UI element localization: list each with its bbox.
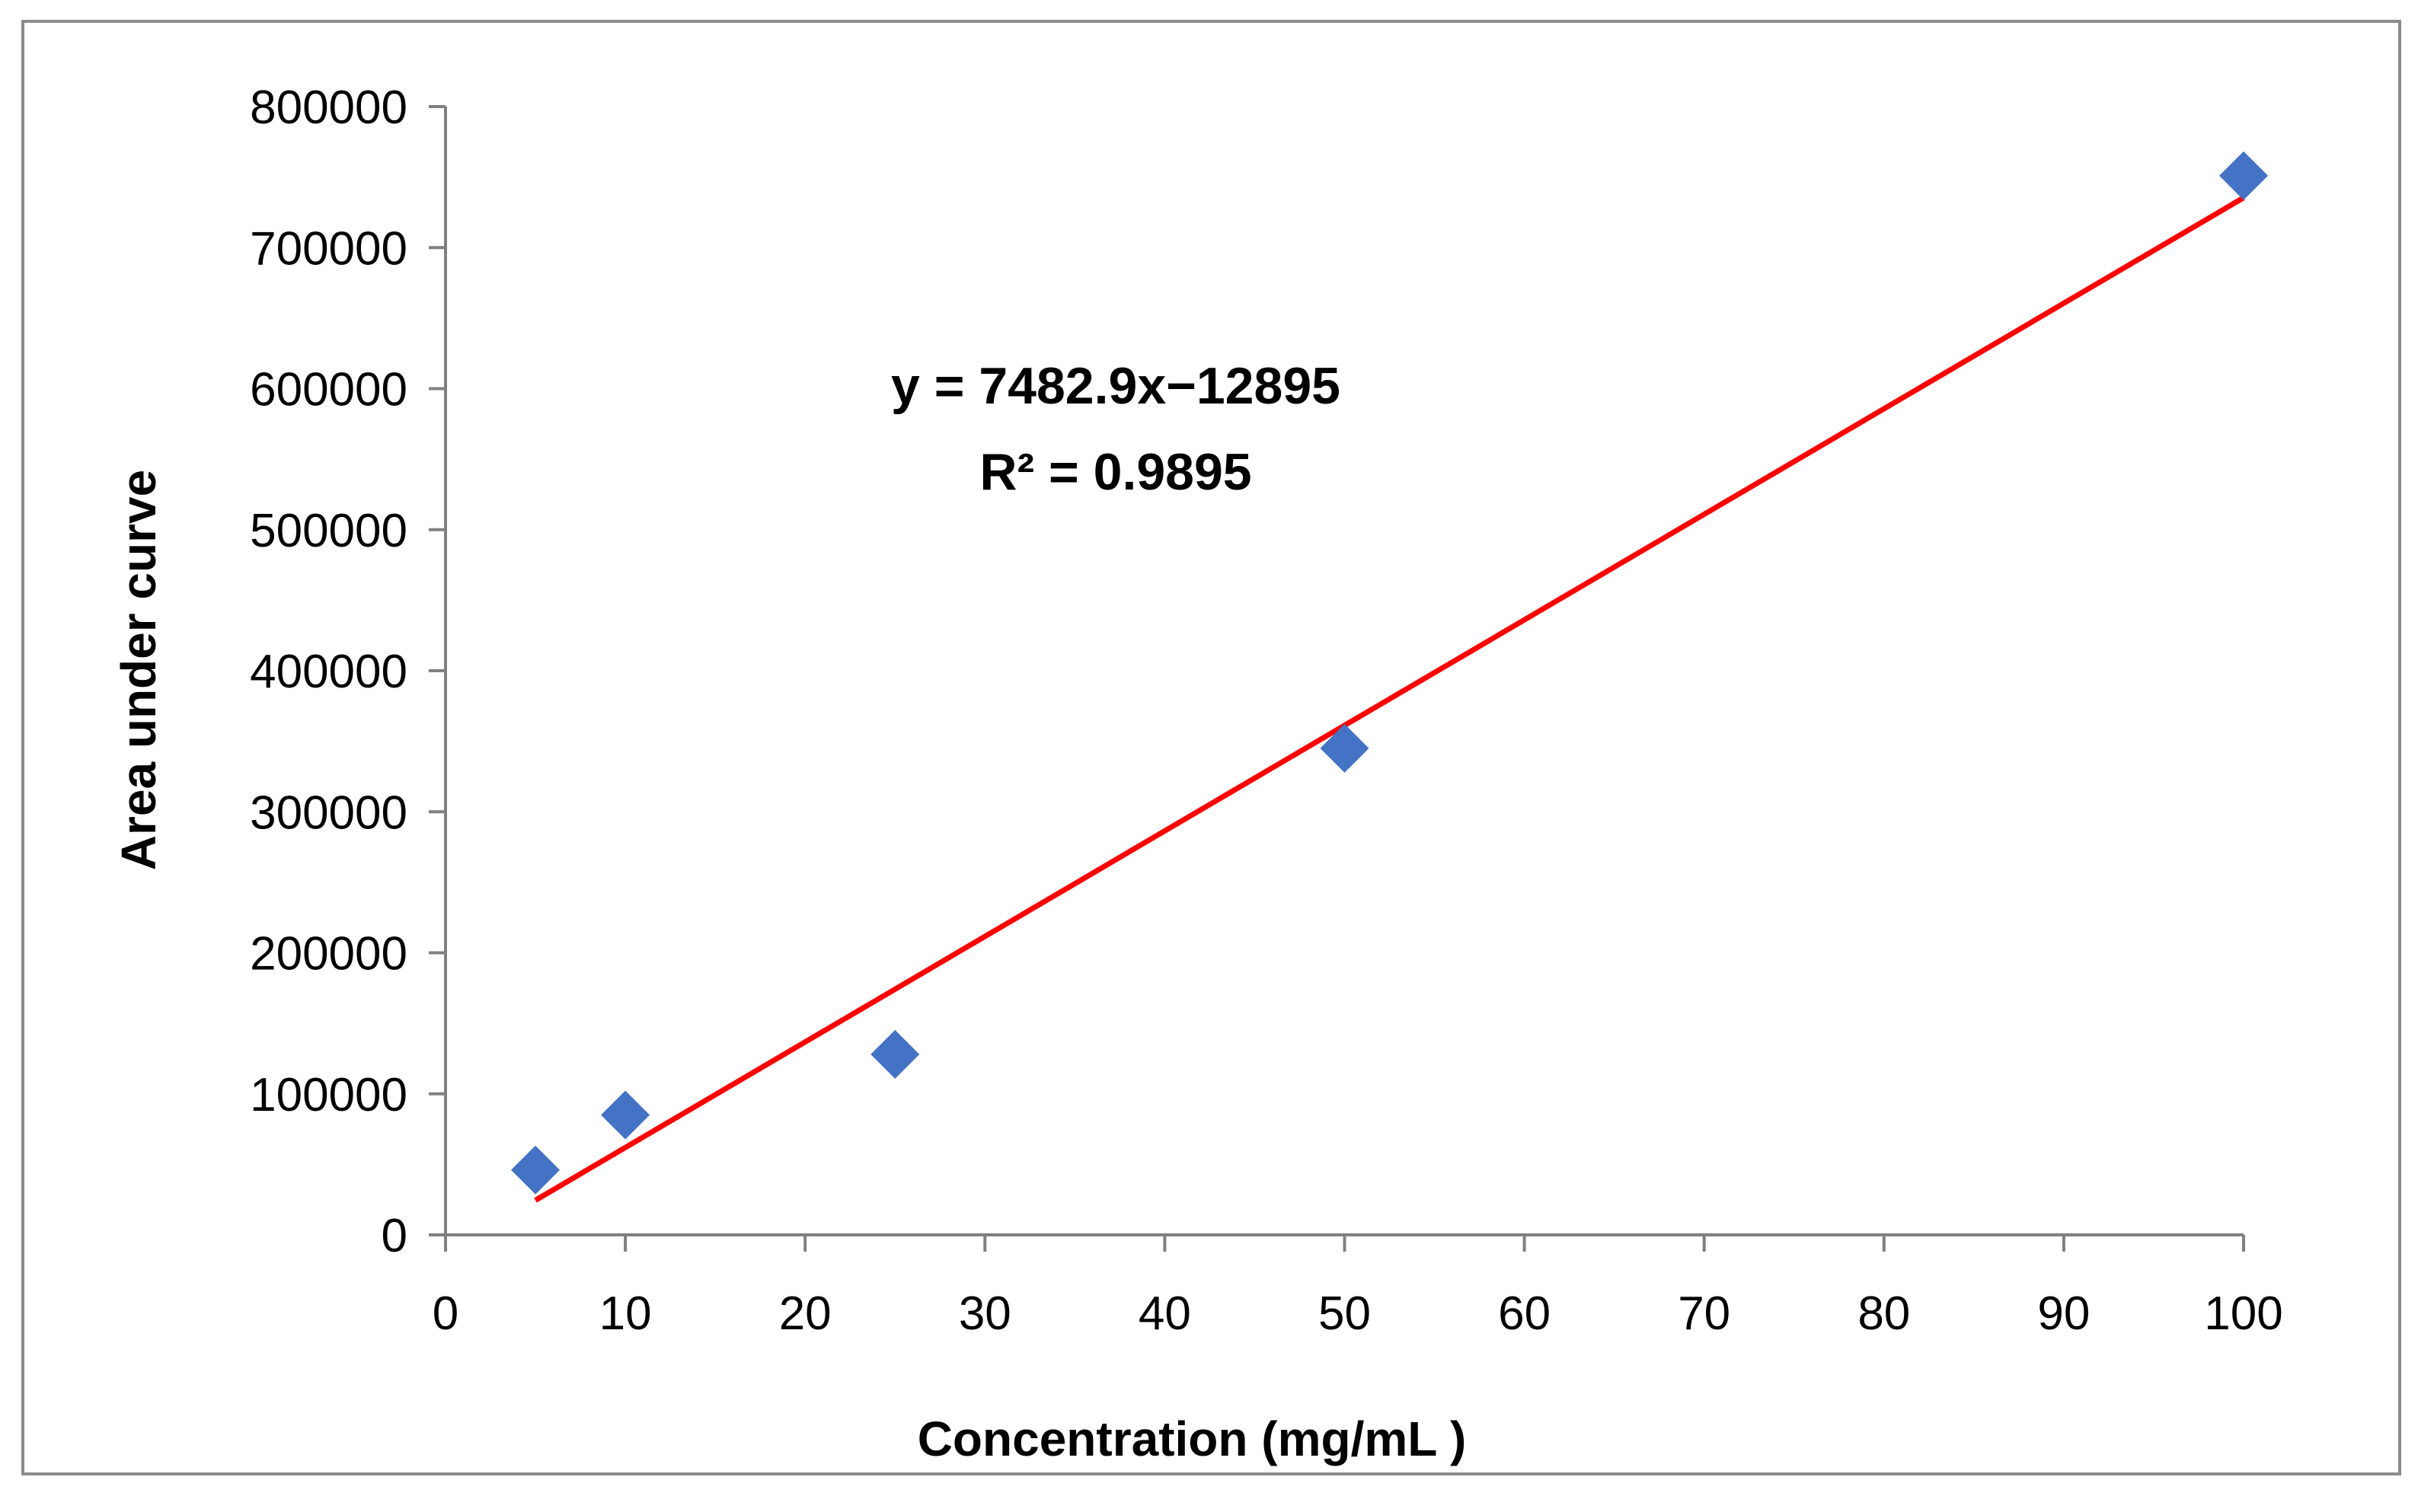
x-tick-label: 70 <box>1678 1287 1730 1340</box>
data-point-diamond <box>601 1090 650 1140</box>
data-points <box>511 151 2268 1195</box>
data-point-diamond <box>511 1145 561 1195</box>
y-axis-title: Area under curve <box>111 470 166 870</box>
x-ticks: 0 10 20 30 40 50 60 70 80 90 100 <box>433 1235 2283 1340</box>
trendline-equation: y = 7482.9x−12895 <box>891 357 1340 415</box>
y-tick-label: 200000 <box>250 928 407 981</box>
x-tick-label: 0 <box>433 1287 458 1340</box>
y-tick-label: 700000 <box>250 222 407 275</box>
x-tick-label: 30 <box>959 1287 1011 1340</box>
x-tick-label: 60 <box>1498 1287 1551 1340</box>
x-tick-label: 90 <box>2037 1287 2090 1340</box>
x-tick-label: 80 <box>1857 1287 1910 1340</box>
chart-frame <box>21 20 2401 1475</box>
y-tick-label: 400000 <box>250 646 407 698</box>
trendline-r-squared: R² = 0.9895 <box>979 443 1251 501</box>
trendline <box>534 195 2245 1203</box>
x-tick-label: 10 <box>599 1287 652 1340</box>
x-tick-label: 100 <box>2204 1287 2282 1340</box>
x-axis-title: Concentration (mg/mL ) <box>918 1412 1467 1466</box>
data-point-diamond <box>870 1029 920 1079</box>
data-point-diamond <box>2219 151 2268 200</box>
x-tick-label: 20 <box>779 1287 832 1340</box>
x-tick-label: 50 <box>1318 1287 1371 1340</box>
x-tick-label: 40 <box>1139 1287 1191 1340</box>
data-point-diamond <box>1320 723 1369 773</box>
y-tick-label: 300000 <box>250 786 407 839</box>
trendline-group <box>534 195 2245 1203</box>
y-tick-label: 600000 <box>250 364 407 416</box>
y-tick-label: 100000 <box>250 1069 407 1121</box>
y-tick-label: 500000 <box>250 505 407 557</box>
y-tick-label: 0 <box>382 1210 407 1262</box>
y-ticks: 0 100000 200000 300000 400000 500000 600000 700… <box>250 81 446 1262</box>
y-tick-label: 800000 <box>250 81 407 134</box>
